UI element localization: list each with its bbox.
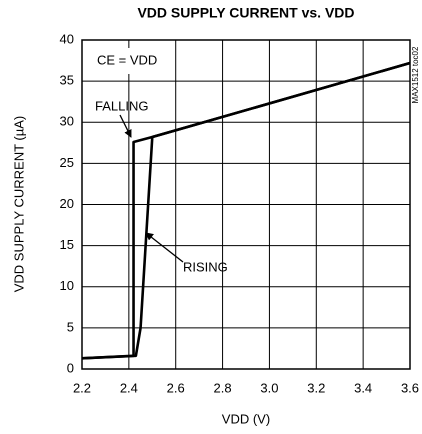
x-tick-label: 2.2 [73,380,91,395]
x-tick-label: 3.6 [401,380,419,395]
y-tick-label: 30 [60,114,74,129]
annotation-arrow [119,114,132,138]
annotation-arrow [145,232,184,263]
x-tick-label: 2.4 [120,380,138,395]
y-tick-label: 20 [60,196,74,211]
x-tick-label: 3.0 [260,380,278,395]
annotation: RISING [183,259,228,274]
plot-frame [81,39,411,370]
annotation: FALLING [95,98,148,113]
y-tick-label: 35 [60,73,74,88]
x-tick-label: 3.4 [354,380,372,395]
x-tick-label: 3.2 [307,380,325,395]
y-tick-label: 40 [60,31,74,46]
annotation-box [95,48,170,74]
y-tick-label: 25 [60,155,74,170]
x-tick-label: 2.6 [167,380,185,395]
y-tick-label: 15 [60,237,74,252]
y-tick-label: 5 [67,319,74,334]
x-axis-label: VDD (V) [222,411,270,426]
annotation: CE = VDD [97,52,157,67]
y-axis-label: VDD SUPPLY CURRENT (µA) [11,116,26,293]
data-line [81,61,411,360]
y-tick-label: 10 [60,278,74,293]
annotation: MAX1512 toc02 [411,46,420,103]
y-tick-label: 0 [67,360,74,375]
x-tick-label: 2.8 [214,380,232,395]
chart-title: VDD SUPPLY CURRENT vs. VDD [137,5,354,21]
